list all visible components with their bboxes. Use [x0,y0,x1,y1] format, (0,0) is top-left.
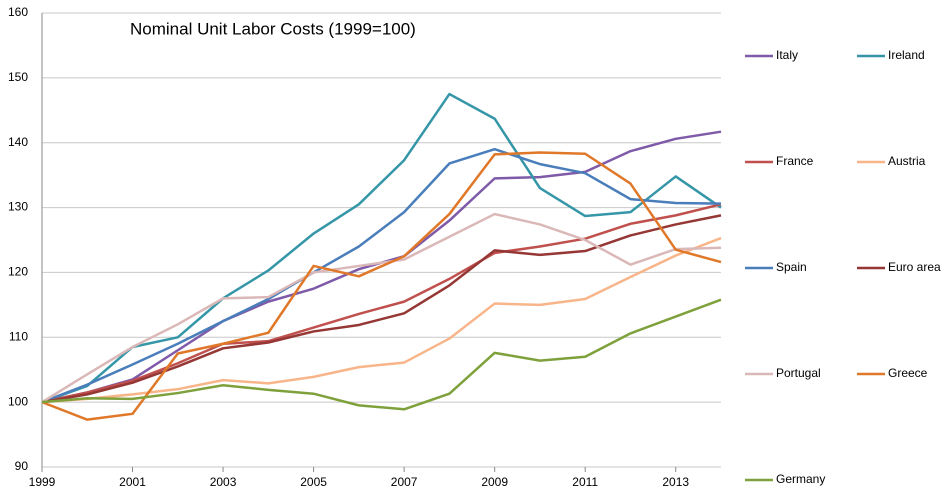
series-line [41,298,722,411]
series-line [41,203,722,404]
y-tick-label: 150 [8,70,28,84]
legend-label: Spain [776,260,807,274]
x-tick-label: 2003 [210,475,237,489]
y-tick-label: 120 [8,265,28,279]
chart-title: Nominal Unit Labor Costs (1999=100) [130,19,416,38]
legend-label: Germany [776,472,825,486]
legend-label: Greece [888,366,928,380]
y-tick-label: 90 [15,459,29,473]
x-tick-label: 2007 [391,475,418,489]
x-tick-label: 2011 [572,475,598,489]
y-tick-label: 100 [8,394,28,408]
legend-label: France [776,154,814,168]
x-tick-label: 1999 [29,475,56,489]
legend-label: Italy [776,48,798,62]
legend-label: Austria [888,154,926,168]
x-tick-label: 2009 [481,475,508,489]
legend-label: Portugal [776,366,821,380]
series-line [41,236,722,404]
series-line [41,214,722,404]
series-line [41,92,722,404]
y-tick-label: 130 [8,200,28,214]
y-tick-label: 110 [9,329,28,343]
y-tick-label: 160 [8,5,28,19]
legend-label: Euro area [888,260,941,274]
y-tick-label: 140 [8,135,28,149]
series-line [41,147,722,404]
x-tick-label: 2013 [662,475,689,489]
x-tick-label: 2001 [119,475,146,489]
series-line [41,212,722,404]
x-tick-label: 2005 [300,475,327,489]
series-line [41,151,722,421]
legend-label: Ireland [888,48,925,62]
